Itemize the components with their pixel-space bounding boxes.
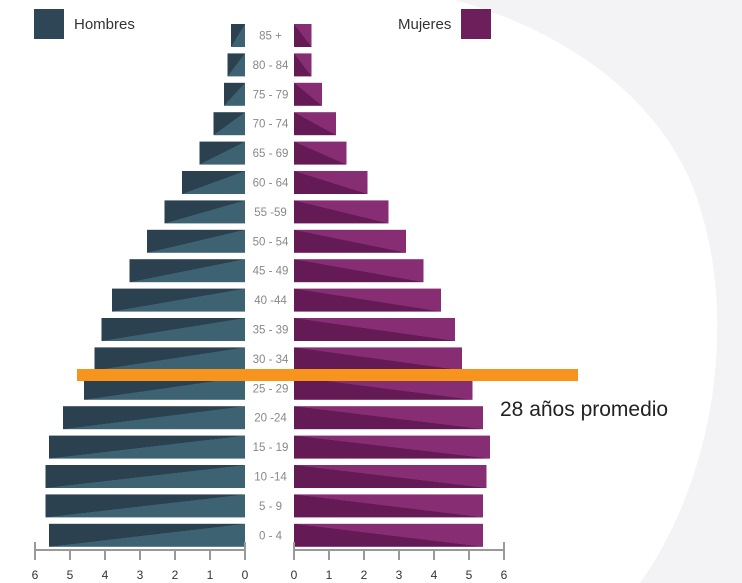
bar-women-4: [294, 141, 347, 165]
bar-men-5: [182, 171, 245, 194]
bar-men-12: [84, 376, 245, 400]
bar-men-13: [63, 406, 245, 430]
age-group-labels: 85 + 80 - 84 75 - 79 70 - 74 65 - 69 60 - 64 5…: [253, 31, 289, 543]
tick-label-left-3: 3: [137, 568, 144, 582]
bar-men-3: [213, 112, 245, 136]
age-group-label-1: 80 - 84: [253, 60, 289, 72]
bar-men-6: [164, 200, 245, 224]
tick-label-left-5: 1: [207, 568, 214, 582]
legend-women: Mujeres: [398, 9, 492, 39]
bar-men-2: [224, 82, 245, 106]
axes: 6 5 4 3 2 1 0 0 1 2 3 4 5 6: [32, 542, 508, 582]
tick-label-left-4: 2: [172, 568, 179, 582]
age-group-label-14: 15 - 19: [253, 442, 289, 454]
legend-swatch-women: [461, 9, 492, 39]
tick-label-right-6: 6: [501, 568, 508, 582]
bar-men-1: [227, 53, 245, 77]
tick-label-left-1: 5: [67, 568, 74, 582]
bar-men-11: [94, 347, 245, 371]
age-group-label-6: 55 -59: [254, 207, 287, 219]
tick-label-right-4: 4: [431, 568, 438, 582]
age-group-label-7: 50 - 54: [253, 236, 289, 248]
age-group-label-8: 45 - 49: [253, 266, 289, 278]
bar-men-10: [101, 318, 245, 341]
age-group-label-9: 40 -44: [254, 295, 287, 307]
bar-women-0: [294, 24, 312, 47]
tick-label-right-1: 1: [326, 568, 333, 582]
bar-women-12: [294, 376, 473, 400]
age-group-label-12: 25 - 29: [253, 383, 289, 395]
bar-women-1: [294, 53, 312, 77]
bar-men-8: [129, 259, 245, 283]
legend-label-women: Mujeres: [398, 15, 452, 33]
bar-women-10: [294, 318, 455, 341]
bar-men-17: [49, 523, 245, 547]
age-group-label-4: 65 - 69: [253, 148, 289, 160]
bar-men-9: [112, 288, 245, 312]
bar-women-13: [294, 406, 483, 430]
age-group-label-16: 5 - 9: [259, 501, 282, 513]
men-bars: [45, 24, 245, 547]
bar-women-9: [294, 288, 441, 312]
bar-women-8: [294, 259, 424, 283]
age-group-label-11: 30 - 34: [253, 354, 289, 366]
bar-men-4: [199, 141, 245, 165]
age-group-label-15: 10 -14: [254, 472, 287, 484]
bar-men-14: [49, 435, 245, 459]
legend-men: Hombres: [34, 9, 135, 39]
age-group-label-10: 35 - 39: [253, 325, 289, 337]
tick-label-right-0: 0: [291, 568, 298, 582]
bar-women-6: [294, 200, 389, 224]
bar-men-7: [147, 229, 245, 253]
bar-women-5: [294, 171, 368, 194]
bar-men-0: [231, 24, 245, 47]
background-arc: [455, 0, 742, 583]
bar-women-11: [294, 347, 462, 371]
average-age-annotation: 28 años promedio: [500, 398, 669, 421]
age-group-label-13: 20 -24: [254, 413, 287, 425]
bar-women-16: [294, 494, 483, 518]
tick-label-right-2: 2: [361, 568, 368, 582]
bar-women-2: [294, 82, 322, 106]
tick-label-right-5: 5: [466, 568, 473, 582]
bar-women-3: [294, 112, 336, 136]
age-group-label-3: 70 - 74: [253, 119, 289, 131]
tick-label-left-6: 0: [242, 568, 249, 582]
bar-women-7: [294, 229, 406, 253]
bar-women-17: [294, 523, 483, 547]
tick-label-left-0: 6: [32, 568, 39, 582]
bar-men-15: [45, 465, 245, 488]
women-bars: [294, 24, 490, 547]
tick-label-right-3: 3: [396, 568, 403, 582]
tick-label-left-2: 4: [102, 568, 109, 582]
legend-label-men: Hombres: [74, 15, 135, 33]
age-group-label-5: 60 - 64: [253, 178, 289, 190]
age-group-label-2: 75 - 79: [253, 89, 289, 101]
bar-men-16: [45, 494, 245, 518]
age-group-label-17: 0 - 4: [259, 530, 283, 542]
legend-swatch-men: [34, 9, 64, 39]
bar-women-15: [294, 465, 487, 488]
bar-women-14: [294, 435, 490, 459]
age-group-label-0: 85 +: [259, 31, 282, 43]
